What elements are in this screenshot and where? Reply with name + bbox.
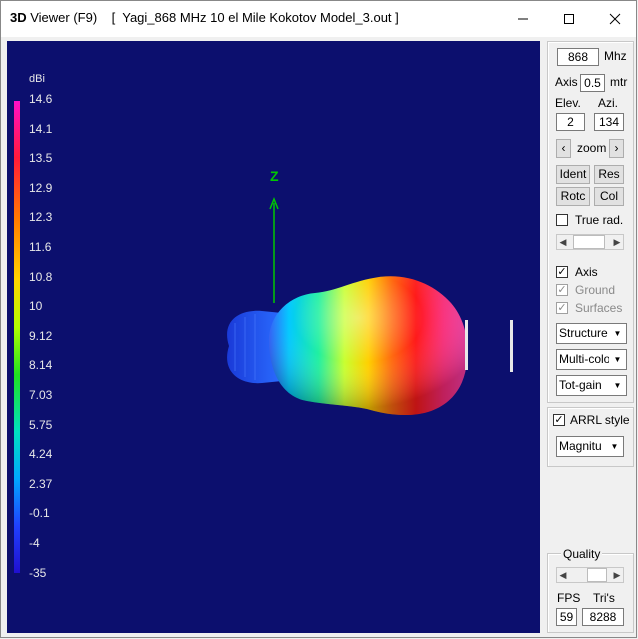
col-button[interactable]: Col (594, 187, 624, 206)
chevron-right-icon: › (614, 141, 619, 155)
z-axis-label: Z (270, 168, 279, 184)
axis-checkbox[interactable]: ✓ (556, 266, 568, 278)
arrl-label: ARRL style (570, 413, 630, 427)
surfaces-label: Surfaces (575, 301, 623, 315)
elevation-input[interactable] (556, 113, 585, 131)
app-prefix: 3D (10, 10, 27, 25)
rad-slider[interactable]: ◀ ▶ (556, 234, 624, 250)
colorbar-tick-label: 10.8 (29, 269, 53, 284)
structure-select[interactable]: Structure ▼ (556, 323, 627, 344)
colorbar-tick-label: 12.3 (29, 210, 53, 225)
colorbar-tick-label: 13.5 (29, 151, 53, 166)
axis-length-label: Axis (555, 75, 578, 89)
azimuth-label: Azi. (598, 96, 619, 110)
axis-check-label: Axis (575, 265, 598, 279)
maximize-icon (564, 14, 574, 24)
window-title: 3D Viewer (F9) [ Yagi_868 MHz 10 el Mile… (10, 10, 399, 25)
true-rad-checkbox[interactable] (556, 214, 568, 226)
minimize-icon (518, 18, 528, 20)
colorbar-tick-label: 9.12 (29, 328, 53, 343)
close-icon (609, 13, 621, 25)
control-panel: Mhz Axis mtr Elev. Azi. ‹ zoom › Ident R… (547, 41, 634, 633)
chevron-down-icon: ▼ (609, 351, 625, 368)
quality-label: Quality (561, 547, 603, 561)
colorbar (14, 101, 20, 573)
antenna-element (465, 320, 468, 370)
arrl-group (547, 407, 634, 467)
ground-label: Ground (575, 283, 616, 297)
frequency-unit: Mhz (604, 49, 627, 63)
ground-checkbox[interactable]: ✓ (556, 284, 568, 296)
z-axis-arrow (269, 196, 279, 210)
view-controls-group (547, 41, 634, 403)
app-name: Viewer (F9) (26, 10, 98, 25)
res-button[interactable]: Res (594, 165, 624, 184)
chevron-down-icon: ▼ (606, 438, 622, 455)
zoom-label: zoom (577, 141, 607, 155)
colorbar-tick-label: 14.6 (29, 92, 53, 106)
gain-select[interactable]: Tot-gain ▼ (556, 375, 627, 396)
colorbar-tick-label: 14.1 (29, 121, 53, 136)
chevron-left-icon: ‹ (561, 141, 566, 155)
elevation-label: Elev. (555, 96, 581, 110)
colorbar-tick-label: -35 (29, 565, 47, 580)
axis-length-input[interactable] (580, 74, 605, 92)
colorbar-tick-label: 12.9 (29, 180, 53, 195)
minimize-button[interactable] (500, 1, 546, 37)
quality-slider[interactable]: ◀ ▶ (556, 567, 624, 583)
close-button[interactable] (592, 1, 638, 37)
color-mode-select-value: Multi-colo (559, 352, 611, 366)
colorbar-tick-label: 7.03 (29, 388, 53, 402)
frequency-input[interactable] (557, 48, 599, 66)
colorbar-tick-label: 2.37 (29, 476, 53, 491)
tris-label: Tri's (593, 591, 615, 605)
slider-left-icon: ◀ (559, 570, 567, 580)
ident-button[interactable]: Ident (556, 165, 590, 184)
slider-thumb[interactable] (573, 235, 605, 249)
colorbar-unit: dBi (29, 73, 45, 85)
surfaces-checkbox[interactable]: ✓ (556, 302, 568, 314)
zoom-out-button[interactable]: ‹ (556, 139, 571, 158)
radiation-pattern-render: Z (14, 101, 513, 573)
maximize-button[interactable] (546, 1, 592, 37)
colorbar-tick-label: -0.1 (29, 506, 50, 521)
colorbar-tick-label: 8.14 (29, 358, 53, 373)
antenna-element (510, 320, 513, 372)
chevron-down-icon: ▼ (609, 325, 625, 342)
gain-select-value: Tot-gain (559, 378, 602, 392)
fps-value: 59 (556, 608, 577, 626)
3d-viewport[interactable]: Z dBi 14.6 14.1 13.5 12.9 12.3 11.6 10.8 10 9.12… (7, 41, 540, 633)
magnitude-select[interactable]: Magnitu ▼ (556, 436, 624, 457)
color-mode-select[interactable]: Multi-colo ▼ (556, 349, 627, 370)
rotc-button[interactable]: Rotc (556, 187, 590, 206)
colorbar-tick-label: 5.75 (29, 417, 53, 432)
structure-select-value: Structure (559, 326, 608, 340)
title-bar[interactable]: 3D Viewer (F9) [ Yagi_868 MHz 10 el Mile… (1, 1, 636, 37)
axis-length-unit: mtr (610, 75, 628, 89)
colorbar-tick-label: 10 (29, 299, 43, 314)
slider-thumb[interactable] (587, 568, 607, 582)
arrl-checkbox[interactable]: ✓ (553, 414, 565, 426)
slider-right-icon: ▶ (613, 237, 621, 247)
slider-right-icon: ▶ (613, 570, 621, 580)
chevron-down-icon: ▼ (609, 377, 625, 394)
colorbar-tick-label: -4 (29, 536, 40, 550)
tris-value: 8288 (582, 608, 624, 626)
fps-label: FPS (557, 591, 581, 605)
colorbar-tick-label: 11.6 (29, 240, 52, 254)
azimuth-input[interactable] (594, 113, 624, 131)
slider-left-icon: ◀ (559, 237, 567, 247)
zoom-in-button[interactable]: › (609, 139, 624, 158)
true-rad-label: True rad. (575, 213, 624, 227)
file-name: [ Yagi_868 MHz 10 el Mile Kokotov Model_… (111, 10, 399, 25)
magnitude-select-value: Magnitu (559, 439, 602, 453)
colorbar-tick-label: 4.24 (29, 447, 53, 462)
